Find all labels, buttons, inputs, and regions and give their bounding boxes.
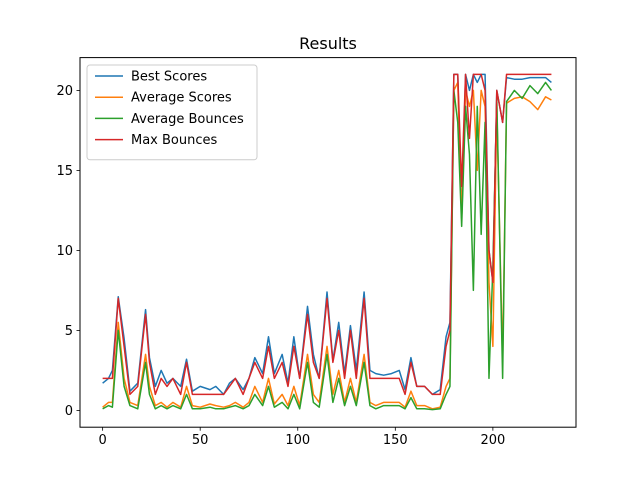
legend-label: Best Scores: [131, 70, 207, 85]
y-tick-label: 15: [56, 164, 73, 179]
y-tick-label: 0: [65, 404, 73, 419]
series-line-3: [102, 81, 553, 411]
legend-label: Average Scores: [131, 91, 232, 106]
x-tick-label: 150: [383, 433, 408, 448]
legend-label: Max Bounces: [131, 133, 218, 148]
plot-area: [79, 57, 577, 428]
chart-title: Results: [299, 34, 357, 53]
x-tick-label: 50: [192, 433, 209, 448]
series-line-2: [102, 81, 552, 410]
y-tick-label: 5: [65, 324, 73, 339]
legend-label: Average Bounces: [131, 112, 244, 127]
x-tick-label: 0: [98, 433, 106, 448]
y-tick-label: 20: [56, 84, 73, 99]
y-axis: 0 5 10 15 20: [56, 84, 80, 419]
x-axis: 0 50 100 150 200: [98, 427, 505, 448]
series-layer: [102, 73, 553, 411]
x-tick-label: 100: [285, 433, 310, 448]
legend: Best Scores Average Scores Average Bounces…: [86, 64, 258, 161]
x-tick-label: 200: [480, 433, 505, 448]
series-line-4: [102, 73, 552, 396]
plot-frame: [79, 57, 577, 428]
y-tick-label: 10: [56, 244, 73, 259]
legend-box: [86, 64, 258, 161]
series-line-1: [102, 73, 552, 396]
